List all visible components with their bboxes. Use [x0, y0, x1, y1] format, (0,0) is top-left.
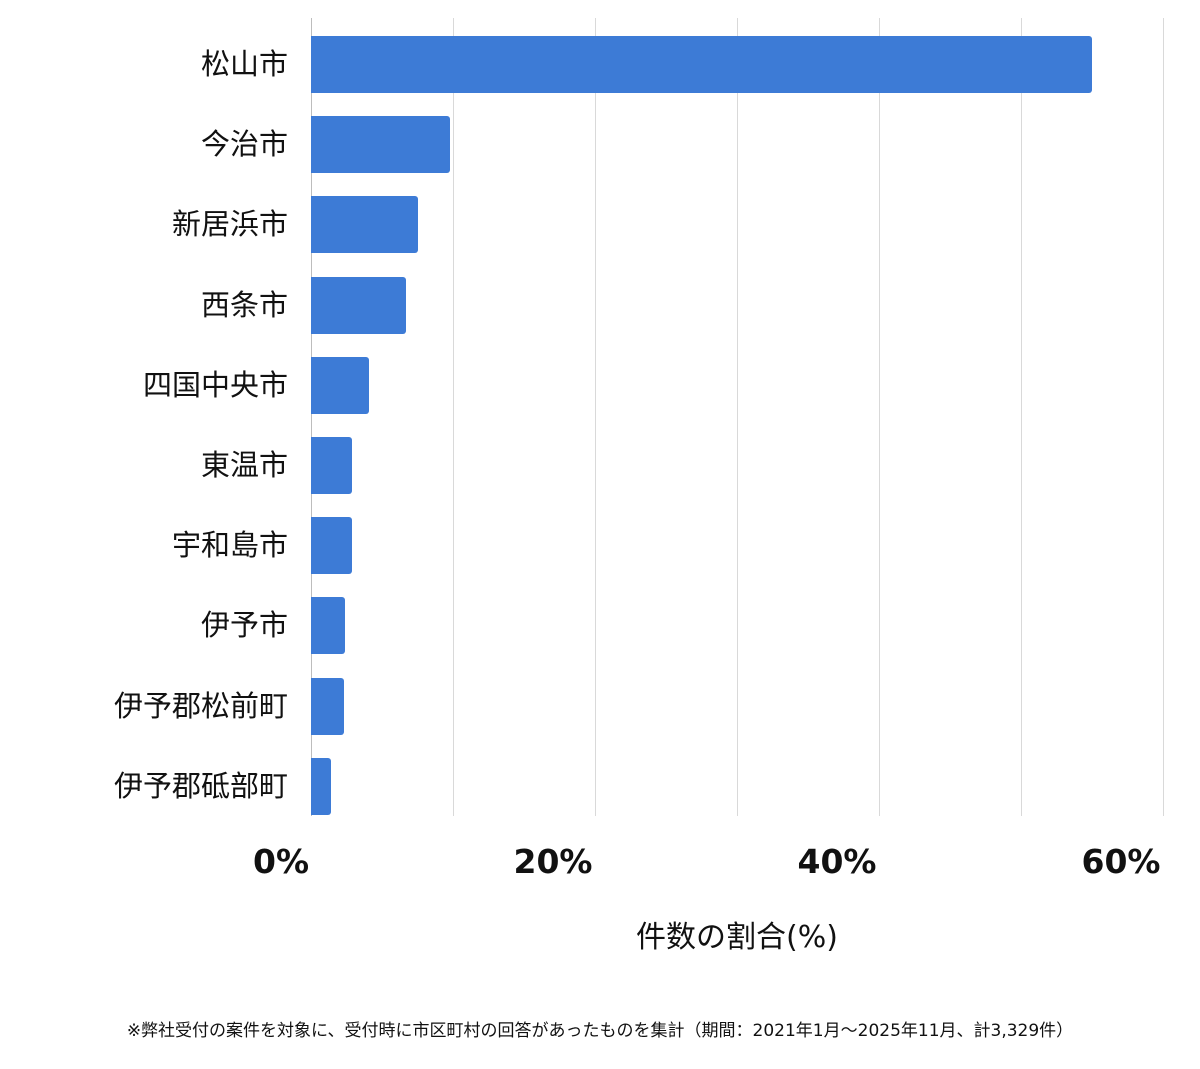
gridline — [737, 18, 738, 816]
category-label: 伊予郡松前町 — [113, 688, 288, 723]
category-label: 今治市 — [200, 127, 288, 162]
gridline — [879, 18, 880, 816]
category-label: 西条市 — [200, 287, 288, 322]
bar — [311, 597, 346, 655]
gridline — [311, 18, 312, 816]
bar — [311, 196, 418, 254]
category-label: 新居浜市 — [171, 207, 288, 242]
bar — [311, 356, 370, 414]
bar — [311, 437, 353, 494]
bar — [311, 116, 451, 174]
gridline — [1163, 18, 1164, 816]
footnote: ※弊社受付の案件を対象に、受付時に市区町村の回答があったものを集計（期間：202… — [126, 1021, 1074, 1041]
bar — [311, 517, 353, 575]
x-tick-label: 40% — [797, 842, 877, 881]
bar — [311, 677, 344, 735]
category-label: 伊予市 — [200, 608, 288, 643]
x-tick-label: 20% — [513, 842, 593, 881]
category-label: 四国中央市 — [142, 367, 288, 402]
gridline — [1021, 18, 1022, 816]
category-label: 宇和島市 — [171, 528, 288, 563]
category-label: 東温市 — [200, 448, 288, 482]
gridline — [595, 18, 596, 816]
bar — [311, 276, 407, 334]
x-tick-label: 0% — [252, 842, 310, 881]
category-label: 松山市 — [200, 47, 288, 81]
bar — [311, 36, 1092, 93]
x-tick-label: 60% — [1081, 842, 1161, 881]
gridline — [453, 18, 454, 816]
bar — [311, 757, 331, 815]
x-axis-label: 件数の割合(%) — [636, 920, 838, 955]
category-label: 伊予郡砥部町 — [113, 768, 288, 803]
